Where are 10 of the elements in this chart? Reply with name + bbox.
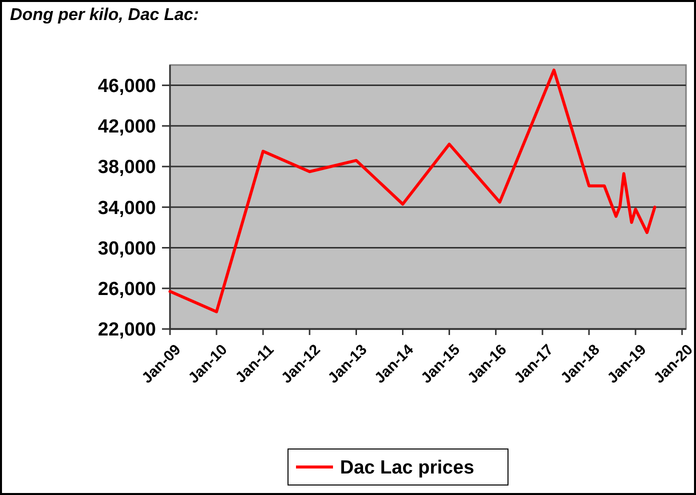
y-tick-label: 46,000 [98,76,156,97]
y-tick-label: 30,000 [98,238,156,260]
y-tick-label: 26,000 [98,279,156,300]
y-tick-label: 38,000 [98,157,156,178]
y-tick-label: 42,000 [98,116,156,138]
line-series [168,68,656,314]
chart-title: Dong per kilo, Dac Lac: [10,5,199,24]
y-tick-label: 34,000 [98,198,156,219]
y-tick-label: 22,000 [98,320,156,341]
legend-label: Dac Lac prices [340,458,474,479]
